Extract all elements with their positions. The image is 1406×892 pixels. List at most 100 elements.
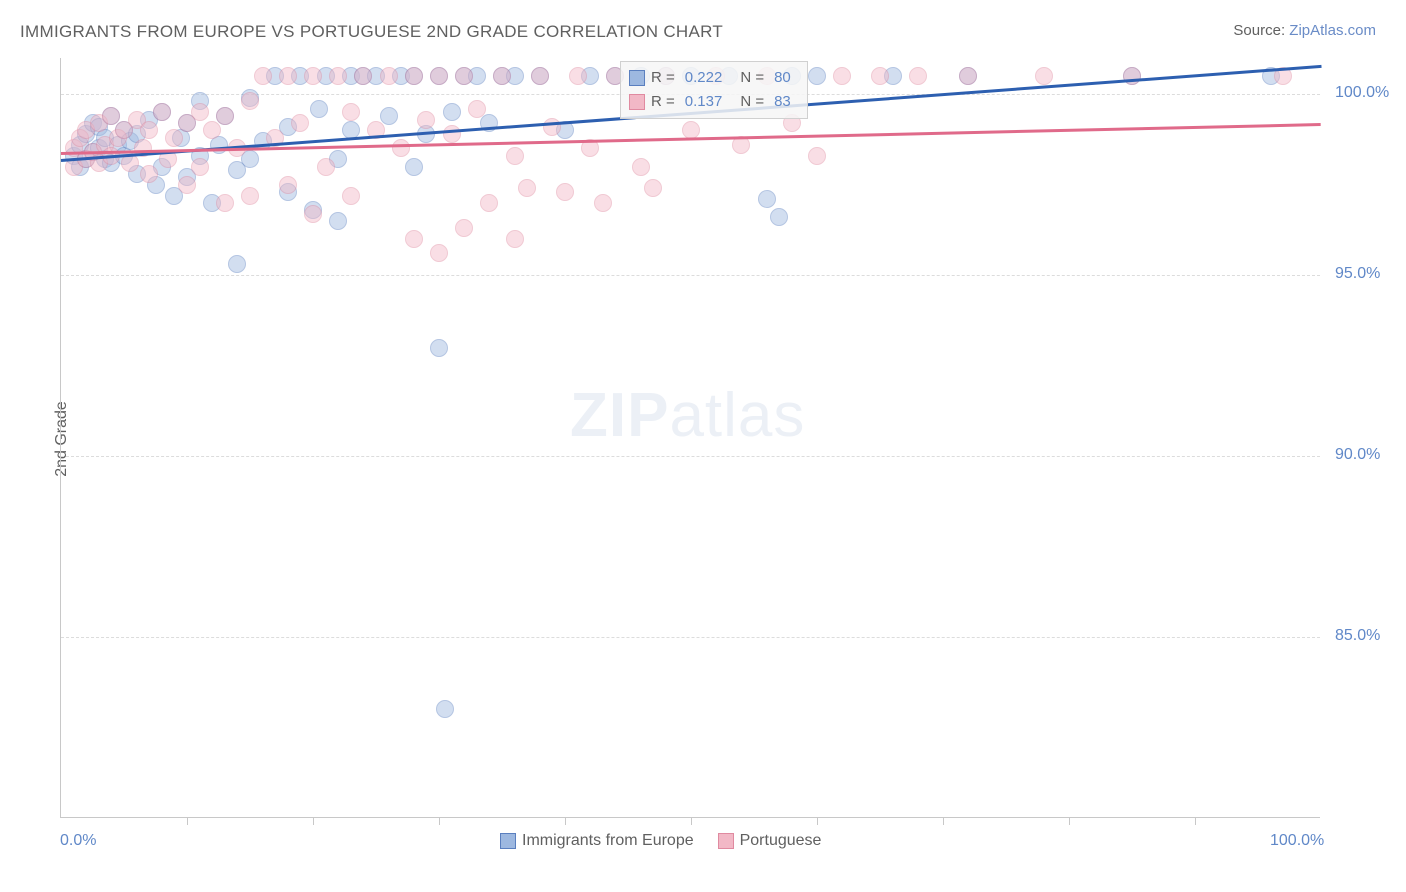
scatter-point [569,67,587,85]
x-tick [691,817,692,825]
y-tick-label: 95.0% [1335,265,1380,283]
scatter-point [443,125,461,143]
x-tick [439,817,440,825]
scatter-point [543,118,561,136]
x-tick [1195,817,1196,825]
y-gridline [61,456,1320,457]
scatter-point [216,194,234,212]
y-tick-label: 85.0% [1335,627,1380,645]
stats-r-value: 0.137 [681,90,727,114]
stats-n-value: 83 [770,90,795,114]
scatter-point [140,121,158,139]
scatter-point [556,183,574,201]
x-tick [943,817,944,825]
scatter-point [506,230,524,248]
y-tick-label: 90.0% [1335,446,1380,464]
scatter-point [228,255,246,273]
scatter-point [140,165,158,183]
chart-title: IMMIGRANTS FROM EUROPE VS PORTUGUESE 2ND… [20,22,723,42]
scatter-point [153,103,171,121]
scatter-point [392,139,410,157]
scatter-point [770,208,788,226]
scatter-point [405,230,423,248]
scatter-point [178,176,196,194]
stats-legend-box: R = 0.222N = 80R = 0.137N = 83 [620,61,808,119]
y-gridline [61,637,1320,638]
scatter-point [241,92,259,110]
legend-swatch [500,833,516,849]
scatter-point [291,114,309,132]
chart-plot-area [60,58,1320,818]
stats-swatch [629,94,645,110]
stats-r-label: R = [651,66,675,90]
scatter-point [380,67,398,85]
x-tick-label: 0.0% [60,832,96,850]
scatter-point [758,190,776,208]
scatter-point [518,179,536,197]
scatter-point [405,67,423,85]
x-tick [1069,817,1070,825]
scatter-point [380,107,398,125]
y-gridline [61,275,1320,276]
scatter-point [342,187,360,205]
scatter-point [833,67,851,85]
stats-n-label: N = [740,66,764,90]
scatter-point [317,158,335,176]
scatter-point [241,187,259,205]
source-label: Source: [1233,22,1289,39]
scatter-point [531,67,549,85]
scatter-point [808,67,826,85]
scatter-point [594,194,612,212]
scatter-point [279,67,297,85]
legend-label: Immigrants from Europe [522,832,694,850]
scatter-point [632,158,650,176]
scatter-point [644,179,662,197]
stats-row: R = 0.137N = 83 [629,90,795,114]
scatter-point [329,67,347,85]
scatter-point [279,176,297,194]
x-tick-label: 100.0% [1270,832,1324,850]
scatter-point [405,158,423,176]
legend-item: Immigrants from Europe [500,832,694,850]
scatter-point [871,67,889,85]
scatter-point [191,158,209,176]
y-tick-label: 100.0% [1335,84,1389,102]
scatter-point [310,100,328,118]
scatter-point [909,67,927,85]
scatter-point [506,147,524,165]
scatter-point [480,194,498,212]
scatter-point [1035,67,1053,85]
stats-swatch [629,70,645,86]
legend-bottom: Immigrants from Europe Portuguese [500,832,821,850]
scatter-point [304,67,322,85]
scatter-point [468,100,486,118]
source-attribution: Source: ZipAtlas.com [1233,22,1376,39]
scatter-point [430,244,448,262]
legend-item: Portuguese [718,832,822,850]
scatter-point [808,147,826,165]
scatter-point [191,103,209,121]
x-tick [817,817,818,825]
x-tick [565,817,566,825]
stats-row: R = 0.222N = 80 [629,66,795,90]
scatter-point [959,67,977,85]
scatter-point [216,107,234,125]
scatter-point [455,67,473,85]
legend-label: Portuguese [740,832,822,850]
scatter-point [342,103,360,121]
scatter-point [254,67,272,85]
scatter-point [436,700,454,718]
scatter-point [329,212,347,230]
scatter-point [203,121,221,139]
scatter-point [443,103,461,121]
stats-r-label: R = [651,90,675,114]
scatter-point [304,205,322,223]
x-tick [313,817,314,825]
source-value: ZipAtlas.com [1289,22,1376,39]
stats-r-value: 0.222 [681,66,727,90]
scatter-point [417,111,435,129]
x-tick [187,817,188,825]
legend-swatch [718,833,734,849]
scatter-point [354,67,372,85]
scatter-point [455,219,473,237]
